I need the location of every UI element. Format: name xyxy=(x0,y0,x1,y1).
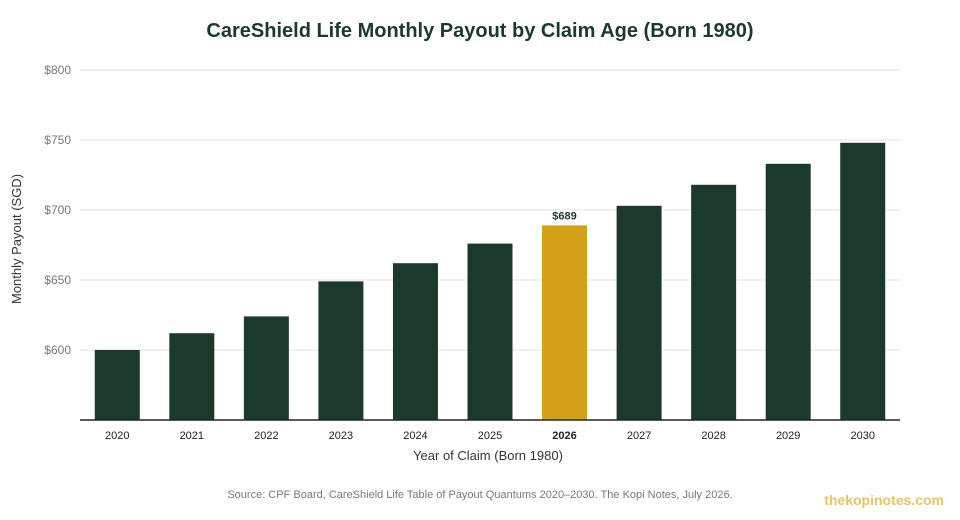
chart-title: CareShield Life Monthly Payout by Claim … xyxy=(206,20,754,42)
x-tick-label: 2023 xyxy=(329,430,353,442)
bar xyxy=(392,263,438,420)
x-tick-label: 2029 xyxy=(776,430,800,442)
x-tick-label: 2025 xyxy=(478,430,502,442)
y-tick-label: $600 xyxy=(44,343,71,357)
y-tick-label: $650 xyxy=(44,273,71,287)
bar-highlighted xyxy=(542,225,588,420)
x-tick-label: 2028 xyxy=(701,430,725,442)
y-axis-ticks: $600 $650 $700 $750 $800 xyxy=(44,63,71,357)
bar xyxy=(691,184,737,420)
y-tick-label: $800 xyxy=(44,63,71,77)
bar xyxy=(169,333,215,420)
x-tick-label: 2021 xyxy=(180,430,204,442)
bar xyxy=(94,350,140,420)
source-note: Source: CPF Board, CareShield Life Table… xyxy=(227,489,733,501)
x-tick-label: 2027 xyxy=(627,430,651,442)
bar xyxy=(467,243,513,420)
x-tick-label: 2022 xyxy=(254,430,278,442)
bar xyxy=(616,205,662,420)
bar xyxy=(840,142,886,421)
x-axis-ticks: 2020 2021 2022 2023 2024 2025 2026 2027 2028 2029… xyxy=(105,430,875,442)
x-tick-label: 2026 xyxy=(552,430,576,442)
bar xyxy=(765,163,811,421)
y-axis-label: Monthly Payout (SGD) xyxy=(9,174,24,304)
bars: $689 xyxy=(94,142,886,421)
x-tick-label: 2024 xyxy=(403,430,427,442)
watermark: thekopinotes.com xyxy=(824,492,944,508)
y-tick-label: $750 xyxy=(44,133,71,147)
x-axis-label: Year of Claim (Born 1980) xyxy=(413,448,563,463)
data-label: $689 xyxy=(552,210,576,222)
x-tick-label: 2020 xyxy=(105,430,129,442)
bar xyxy=(318,281,364,420)
bar xyxy=(243,316,289,420)
x-tick-label: 2030 xyxy=(850,430,874,442)
y-tick-label: $700 xyxy=(44,203,71,217)
